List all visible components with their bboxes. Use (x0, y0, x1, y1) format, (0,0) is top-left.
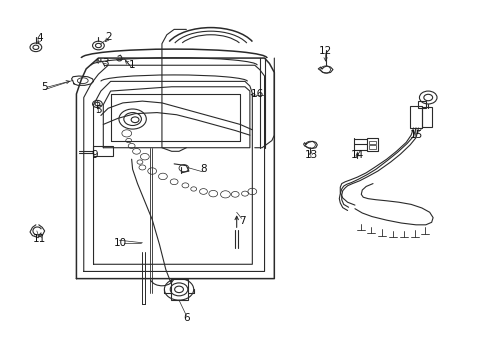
Bar (93, 145, 113, 156)
Text: 9: 9 (92, 150, 98, 160)
Text: 7: 7 (239, 216, 246, 226)
Text: 8: 8 (200, 164, 207, 174)
Text: 14: 14 (351, 150, 364, 160)
Text: 5: 5 (41, 82, 48, 92)
Text: 3: 3 (102, 58, 109, 68)
Text: 15: 15 (409, 130, 423, 140)
Text: 11: 11 (33, 234, 47, 244)
Bar (369, 140, 376, 144)
Bar (410, 107, 422, 128)
Text: 10: 10 (114, 238, 127, 248)
Bar (369, 145, 376, 149)
Text: 13: 13 (304, 150, 318, 160)
Text: 4: 4 (36, 33, 43, 43)
Text: 16: 16 (250, 89, 264, 99)
Text: 2: 2 (105, 32, 112, 41)
Bar (171, 279, 188, 300)
Text: 1: 1 (129, 60, 136, 70)
Text: 5: 5 (95, 105, 102, 115)
Text: 12: 12 (319, 46, 332, 56)
Bar (418, 101, 426, 108)
Text: 6: 6 (183, 313, 190, 323)
Bar (422, 107, 432, 127)
Bar (367, 138, 378, 150)
